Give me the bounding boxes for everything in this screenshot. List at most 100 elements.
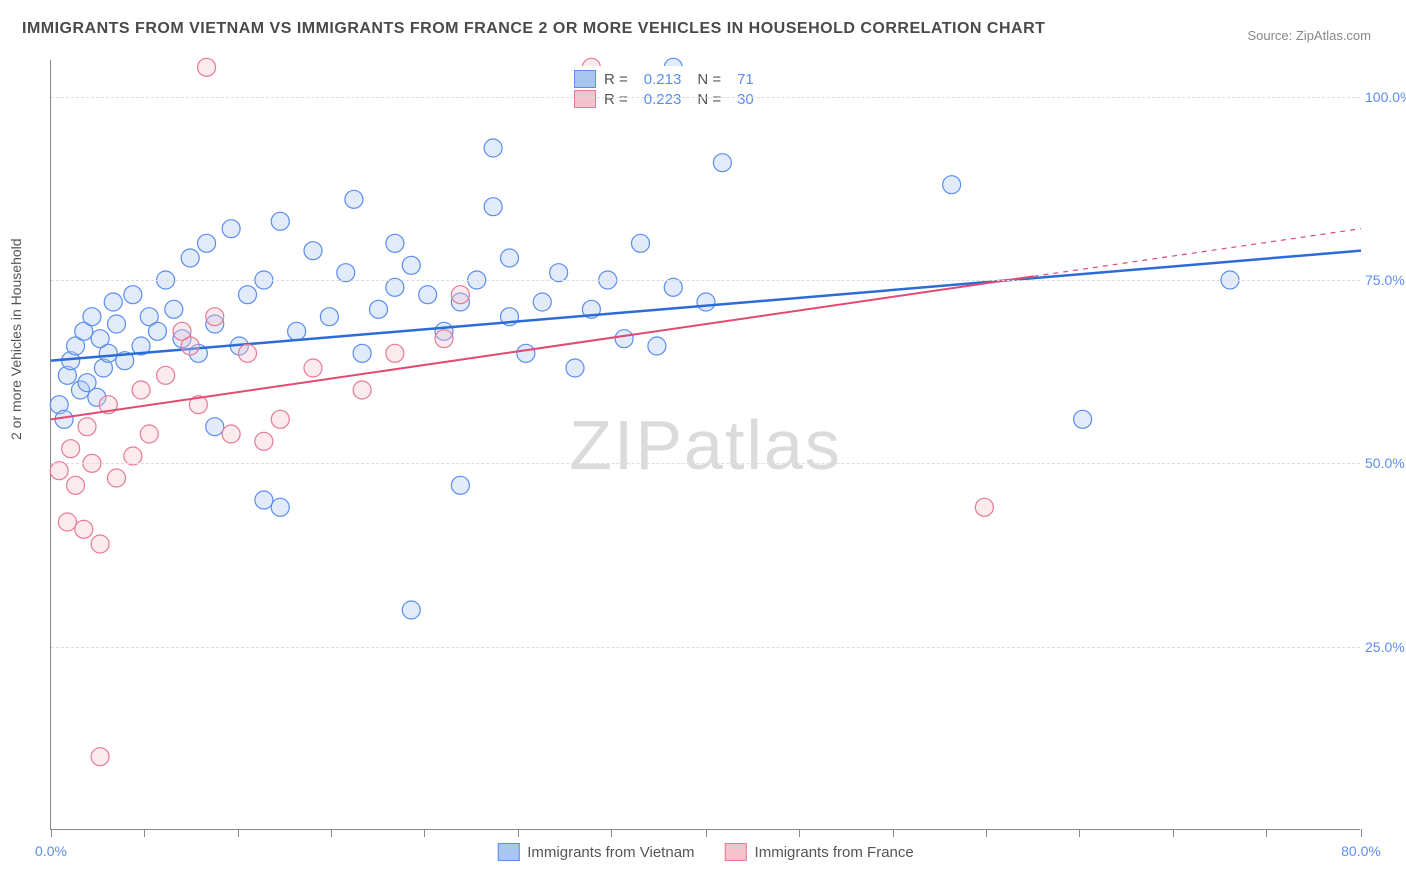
data-point	[140, 425, 158, 443]
x-tick-label: 80.0%	[1341, 843, 1381, 859]
data-point	[337, 264, 355, 282]
legend-n-label: N =	[697, 71, 721, 88]
data-point	[271, 410, 289, 428]
data-point	[435, 330, 453, 348]
x-tick	[706, 829, 707, 837]
x-tick	[986, 829, 987, 837]
data-point	[181, 249, 199, 267]
data-point	[386, 234, 404, 252]
data-point	[50, 462, 68, 480]
legend-r-label: R =	[604, 91, 628, 108]
data-point	[206, 308, 224, 326]
x-tick	[238, 829, 239, 837]
data-point	[271, 212, 289, 230]
data-point	[975, 498, 993, 516]
gridline-h	[51, 463, 1360, 464]
legend-swatch	[574, 70, 596, 88]
data-point	[124, 286, 142, 304]
legend-n-value: 71	[737, 71, 754, 88]
trend-line-extrapolated	[1034, 229, 1362, 277]
data-point	[402, 601, 420, 619]
y-tick-label: 100.0%	[1365, 89, 1406, 105]
x-tick	[1079, 829, 1080, 837]
x-tick	[51, 829, 52, 837]
source-prefix: Source:	[1247, 28, 1295, 43]
x-tick	[518, 829, 519, 837]
legend-n-value: 30	[737, 91, 754, 108]
data-point	[533, 293, 551, 311]
data-point	[304, 359, 322, 377]
plot-area: ZIPatlas R = 0.213 N = 71 R = 0.223 N = …	[50, 60, 1360, 830]
data-point	[517, 344, 535, 362]
data-point	[271, 498, 289, 516]
source-link[interactable]: ZipAtlas.com	[1296, 28, 1371, 43]
data-point	[198, 234, 216, 252]
data-point	[108, 315, 126, 333]
data-point	[108, 469, 126, 487]
data-point	[664, 278, 682, 296]
y-tick-label: 25.0%	[1365, 639, 1406, 655]
legend-series: Immigrants from VietnamImmigrants from F…	[497, 843, 913, 861]
data-point	[157, 366, 175, 384]
gridline-h	[51, 280, 1360, 281]
data-point	[386, 344, 404, 362]
data-point	[320, 308, 338, 326]
data-point	[304, 242, 322, 260]
data-point	[58, 513, 76, 531]
data-point	[99, 344, 117, 362]
x-tick	[424, 829, 425, 837]
data-point	[713, 154, 731, 172]
data-point	[239, 344, 257, 362]
data-point	[239, 286, 257, 304]
data-point	[91, 748, 109, 766]
plot-svg	[51, 60, 1360, 829]
data-point	[67, 476, 85, 494]
correlation-chart: IMMIGRANTS FROM VIETNAM VS IMMIGRANTS FR…	[0, 0, 1406, 892]
data-point	[402, 256, 420, 274]
data-point	[62, 440, 80, 458]
data-point	[353, 344, 371, 362]
data-point	[288, 322, 306, 340]
source-attribution: Source: ZipAtlas.com	[1247, 28, 1371, 43]
data-point	[550, 264, 568, 282]
legend-swatch	[725, 843, 747, 861]
data-point	[419, 286, 437, 304]
data-point	[255, 491, 273, 509]
data-point	[451, 286, 469, 304]
y-axis-label: 2 or more Vehicles in Household	[8, 238, 24, 440]
legend-r-value: 0.223	[644, 91, 682, 108]
data-point	[484, 198, 502, 216]
data-point	[83, 308, 101, 326]
data-point	[345, 190, 363, 208]
data-point	[697, 293, 715, 311]
data-point	[222, 220, 240, 238]
x-tick	[1266, 829, 1267, 837]
x-tick	[1361, 829, 1362, 837]
chart-title: IMMIGRANTS FROM VIETNAM VS IMMIGRANTS FR…	[22, 20, 1045, 38]
data-point	[91, 535, 109, 553]
legend-stat-row: R = 0.223 N = 30	[574, 90, 762, 108]
data-point	[353, 381, 371, 399]
data-point	[648, 337, 666, 355]
x-tick	[331, 829, 332, 837]
data-point	[165, 300, 183, 318]
legend-stat-row: R = 0.213 N = 71	[574, 70, 762, 88]
legend-item: Immigrants from Vietnam	[497, 843, 694, 861]
data-point	[124, 447, 142, 465]
data-point	[451, 476, 469, 494]
gridline-h	[51, 97, 1360, 98]
x-tick-label: 0.0%	[35, 843, 67, 859]
data-point	[386, 278, 404, 296]
data-point	[104, 293, 122, 311]
data-point	[181, 337, 199, 355]
legend-r-label: R =	[604, 71, 628, 88]
data-point	[198, 58, 216, 76]
data-point	[132, 381, 150, 399]
gridline-h	[51, 647, 1360, 648]
data-point	[255, 432, 273, 450]
data-point	[78, 418, 96, 436]
data-point	[206, 418, 224, 436]
legend-r-value: 0.213	[644, 71, 682, 88]
data-point	[632, 234, 650, 252]
y-tick-label: 75.0%	[1365, 272, 1406, 288]
